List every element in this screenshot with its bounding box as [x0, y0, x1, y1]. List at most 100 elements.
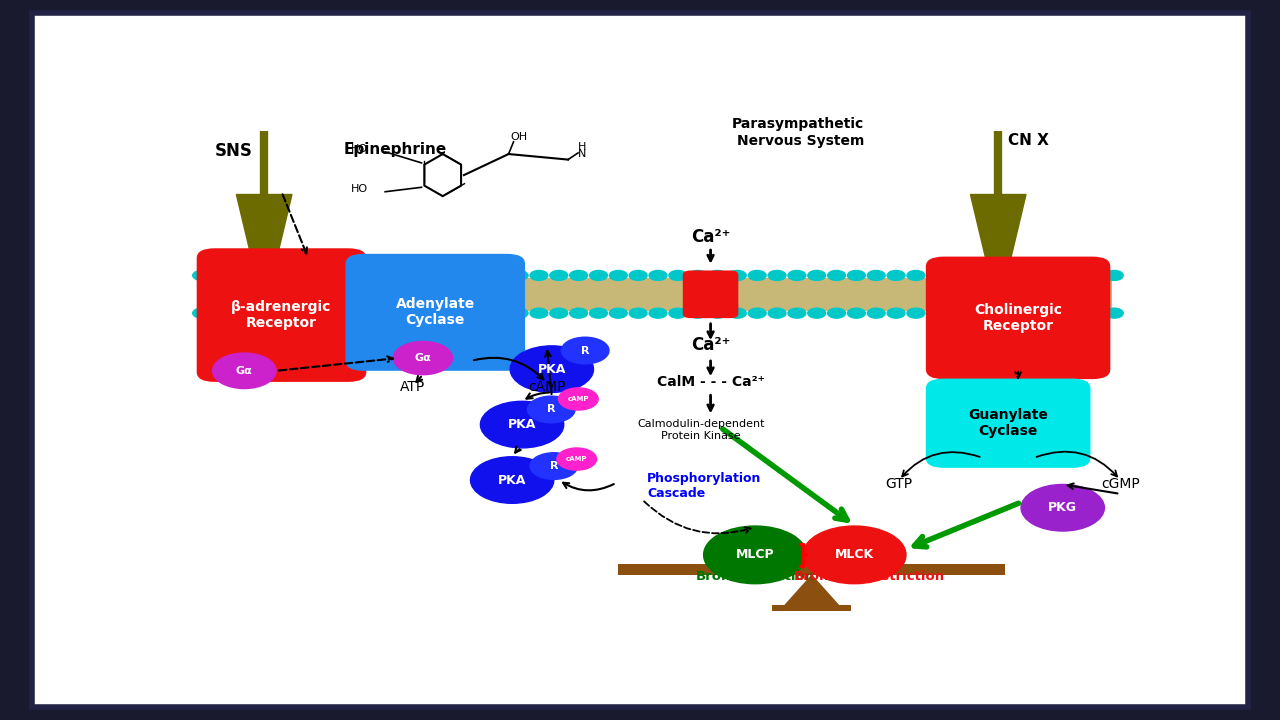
Circle shape [689, 308, 707, 318]
Circle shape [768, 308, 786, 318]
Circle shape [527, 396, 575, 423]
Circle shape [908, 308, 925, 318]
Circle shape [273, 308, 291, 318]
Circle shape [966, 308, 984, 318]
Circle shape [828, 271, 846, 280]
Circle shape [511, 271, 529, 280]
Text: MLCP: MLCP [736, 549, 774, 562]
Circle shape [233, 308, 251, 318]
Circle shape [352, 271, 370, 280]
Text: N: N [579, 149, 586, 159]
Circle shape [530, 453, 577, 480]
Circle shape [947, 308, 965, 318]
Text: CalM - - - Ca²⁺: CalM - - - Ca²⁺ [657, 375, 764, 389]
Circle shape [808, 271, 826, 280]
Bar [200, 278, 1112, 311]
Text: Gα: Gα [415, 353, 431, 363]
Circle shape [630, 271, 648, 280]
Circle shape [312, 308, 330, 318]
Circle shape [570, 271, 588, 280]
Circle shape [312, 271, 330, 280]
Text: Cholinergic
Receptor: Cholinergic Receptor [974, 303, 1062, 333]
Circle shape [1066, 308, 1084, 318]
Circle shape [590, 308, 608, 318]
Circle shape [749, 308, 767, 318]
FancyBboxPatch shape [682, 271, 739, 318]
Circle shape [233, 271, 251, 280]
Circle shape [511, 346, 594, 392]
Circle shape [480, 401, 563, 448]
Circle shape [1021, 485, 1105, 531]
Circle shape [947, 271, 965, 280]
Text: ATP: ATP [401, 380, 425, 395]
Circle shape [987, 308, 1005, 318]
Circle shape [212, 353, 276, 389]
Circle shape [557, 448, 596, 470]
Circle shape [392, 308, 410, 318]
Circle shape [1046, 271, 1064, 280]
Text: CN X: CN X [1009, 132, 1050, 148]
Text: β-adrenergic
Receptor: β-adrenergic Receptor [232, 300, 332, 330]
Circle shape [728, 271, 746, 280]
Circle shape [273, 271, 291, 280]
Circle shape [868, 308, 886, 318]
Circle shape [966, 271, 984, 280]
Circle shape [808, 308, 826, 318]
Text: cGMP: cGMP [1101, 477, 1139, 491]
FancyBboxPatch shape [197, 248, 366, 382]
Circle shape [511, 308, 529, 318]
Circle shape [562, 337, 609, 364]
Text: OH: OH [511, 132, 527, 142]
Circle shape [987, 271, 1005, 280]
Text: Calmodulin-dependent
Protein Kinase: Calmodulin-dependent Protein Kinase [637, 419, 764, 441]
Circle shape [803, 526, 906, 584]
Circle shape [689, 271, 707, 280]
Circle shape [332, 308, 349, 318]
Circle shape [1027, 308, 1044, 318]
Circle shape [212, 271, 230, 280]
Circle shape [393, 341, 453, 374]
Circle shape [550, 271, 568, 280]
Circle shape [471, 308, 489, 318]
Text: PKA: PKA [508, 418, 536, 431]
Circle shape [371, 271, 389, 280]
Circle shape [1085, 271, 1103, 280]
Circle shape [252, 308, 270, 318]
Bar [618, 564, 1005, 575]
Circle shape [908, 271, 925, 280]
Text: MLCK: MLCK [835, 549, 874, 562]
Text: Parasympathetic
Nervous System: Parasympathetic Nervous System [732, 117, 864, 148]
Circle shape [728, 308, 746, 318]
Circle shape [709, 308, 727, 318]
Circle shape [669, 271, 687, 280]
Circle shape [788, 308, 806, 318]
Circle shape [411, 308, 429, 318]
Text: HO: HO [351, 184, 369, 194]
Circle shape [887, 271, 905, 280]
Circle shape [927, 271, 945, 280]
Circle shape [927, 308, 945, 318]
Text: cAMP: cAMP [529, 380, 566, 395]
Circle shape [887, 308, 905, 318]
Text: HO: HO [351, 144, 369, 154]
Circle shape [292, 308, 310, 318]
Circle shape [609, 271, 627, 280]
Circle shape [788, 271, 806, 280]
Polygon shape [237, 194, 292, 269]
Circle shape [471, 456, 554, 503]
Text: Ca²⁺: Ca²⁺ [691, 336, 731, 354]
Circle shape [431, 308, 449, 318]
Text: Guanylate
Cyclase: Guanylate Cyclase [968, 408, 1048, 438]
Circle shape [1006, 308, 1024, 318]
Circle shape [550, 308, 568, 318]
Circle shape [669, 308, 687, 318]
Text: R: R [547, 405, 556, 415]
Text: R: R [549, 461, 558, 471]
Circle shape [847, 308, 865, 318]
Circle shape [252, 271, 270, 280]
Circle shape [828, 308, 846, 318]
Circle shape [371, 308, 389, 318]
Circle shape [352, 308, 370, 318]
Circle shape [392, 271, 410, 280]
Text: Phosphorylation
Cascade: Phosphorylation Cascade [648, 472, 762, 500]
